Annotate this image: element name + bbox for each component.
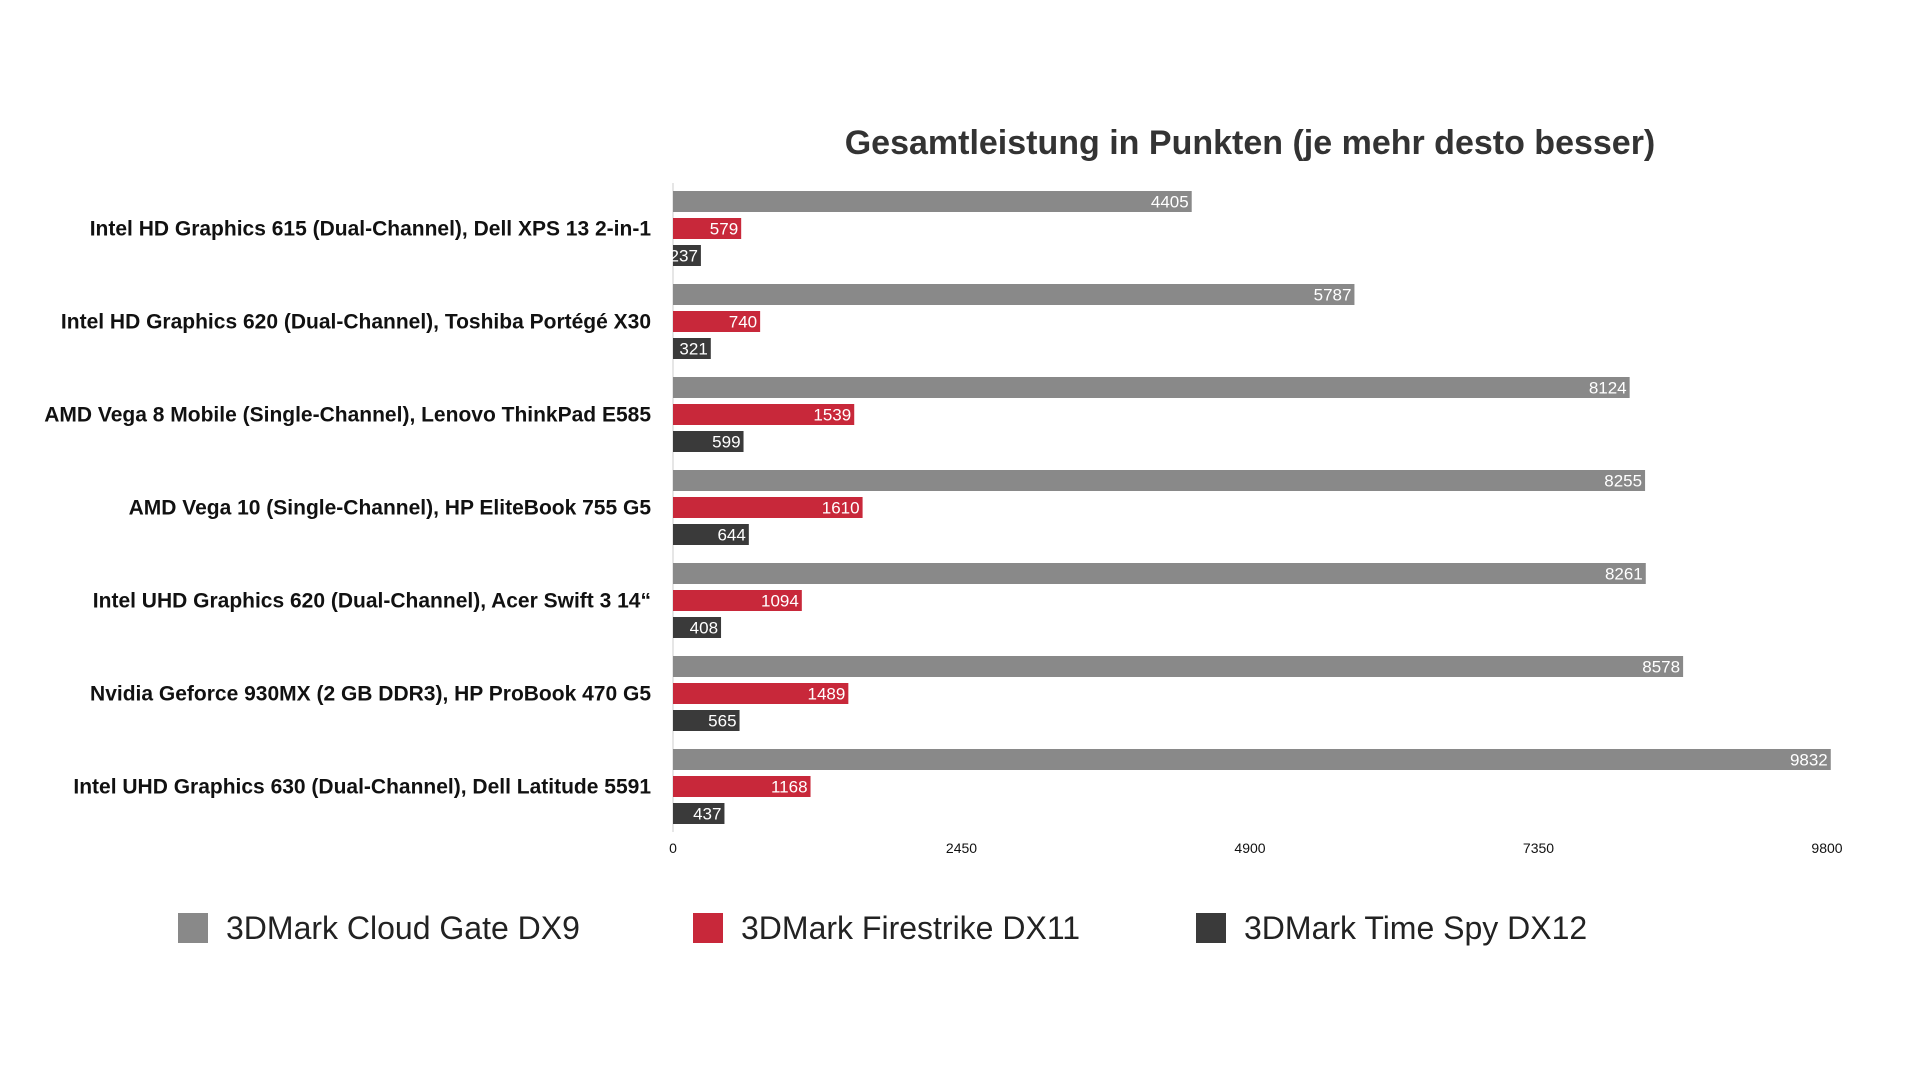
bar-value-label: 565 (708, 712, 736, 731)
bar (673, 803, 725, 824)
legend-swatch (178, 913, 208, 943)
legend-label: 3DMark Firestrike DX11 (741, 910, 1080, 946)
bar (673, 497, 863, 518)
bar-value-label: 1539 (813, 406, 851, 425)
bar (673, 683, 849, 704)
bar (673, 338, 711, 359)
bar (673, 617, 722, 638)
bar (673, 656, 1684, 677)
x-tick-label: 9800 (1811, 840, 1842, 856)
bar-value-label: 5787 (1314, 286, 1352, 305)
bar-value-label: 8261 (1605, 565, 1643, 584)
bar (673, 191, 1192, 212)
category-label: Intel UHD Graphics 630 (Dual-Channel), D… (73, 776, 651, 799)
bar-value-label: 8124 (1589, 379, 1627, 398)
bar-value-label: 1094 (761, 592, 799, 611)
bar (673, 431, 744, 452)
bar (673, 563, 1646, 584)
bars-layer: 4405 579 237 5787 740 321 8124 1539 599 8255 1610 6… (670, 191, 1831, 824)
bar-value-label: 321 (679, 340, 707, 359)
bar (673, 590, 802, 611)
x-axis-ticks: 0 2450 4900 7350 9800 (669, 840, 1843, 856)
legend: 3DMark Cloud Gate DX9 3DMark Firestrike D… (178, 910, 1587, 946)
bar (673, 749, 1831, 770)
legend-label: 3DMark Time Spy DX12 (1244, 910, 1587, 946)
bar (673, 470, 1646, 491)
x-tick-label: 0 (669, 840, 677, 856)
bar (673, 218, 742, 239)
bar-value-label: 237 (670, 247, 698, 266)
bar (673, 377, 1630, 398)
bar (673, 284, 1355, 305)
bar-value-label: 437 (693, 805, 721, 824)
bar-value-label: 8578 (1642, 658, 1680, 677)
bar-value-label: 644 (717, 526, 745, 545)
bar (673, 776, 811, 797)
category-label: Intel UHD Graphics 620 (Dual-Channel), A… (93, 590, 651, 613)
bar-value-label: 1610 (822, 499, 860, 518)
x-tick-label: 2450 (946, 840, 977, 856)
bar (673, 404, 855, 425)
legend-swatch (693, 913, 723, 943)
x-tick-label: 7350 (1523, 840, 1554, 856)
x-tick-label: 4900 (1234, 840, 1265, 856)
category-label: Intel HD Graphics 620 (Dual-Channel), To… (61, 311, 651, 334)
category-label: Intel HD Graphics 615 (Dual-Channel), De… (90, 218, 652, 241)
bar-value-label: 9832 (1790, 751, 1828, 770)
bar-value-label: 1489 (808, 685, 846, 704)
bar-value-label: 8255 (1604, 472, 1642, 491)
bar-value-label: 740 (729, 313, 757, 332)
bar (673, 311, 761, 332)
bar-value-label: 4405 (1151, 193, 1189, 212)
legend-label: 3DMark Cloud Gate DX9 (226, 910, 580, 946)
bar-value-label: 599 (712, 433, 740, 452)
category-label: Nvidia Geforce 930MX (2 GB DDR3), HP Pro… (90, 683, 651, 706)
category-labels: Intel HD Graphics 615 (Dual-Channel), De… (44, 218, 651, 799)
chart-title: Gesamtleistung in Punkten (je mehr desto… (845, 124, 1656, 162)
category-label: AMD Vega 8 Mobile (Single-Channel), Leno… (44, 404, 651, 427)
legend-swatch (1196, 913, 1226, 943)
bar (673, 710, 740, 731)
bar (673, 524, 749, 545)
bar-value-label: 1168 (771, 778, 808, 797)
bar-value-label: 408 (690, 619, 718, 638)
bar-value-label: 579 (710, 220, 738, 239)
bar (673, 245, 701, 266)
category-label: AMD Vega 10 (Single-Channel), HP EliteBo… (129, 497, 652, 520)
